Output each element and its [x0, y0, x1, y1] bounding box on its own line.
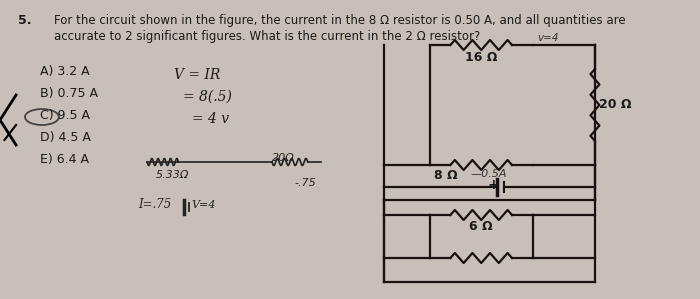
- Text: V = IR: V = IR: [174, 68, 220, 82]
- Text: = 8(.5): = 8(.5): [183, 90, 232, 104]
- Text: 6 Ω: 6 Ω: [469, 220, 493, 233]
- Text: 5.: 5.: [18, 14, 32, 27]
- Text: E) 6.4 A: E) 6.4 A: [40, 153, 89, 166]
- Text: I=.75: I=.75: [139, 198, 172, 211]
- Text: B) 0.75 A: B) 0.75 A: [40, 87, 98, 100]
- Text: = 4 v: = 4 v: [192, 112, 229, 126]
- Text: V=4: V=4: [192, 200, 216, 210]
- Text: A) 3.2 A: A) 3.2 A: [40, 65, 90, 78]
- Text: accurate to 2 significant figures. What is the current in the 2 Ω resistor?: accurate to 2 significant figures. What …: [53, 30, 480, 43]
- Text: 20 Ω: 20 Ω: [599, 98, 632, 112]
- Text: 16 Ω: 16 Ω: [465, 51, 497, 64]
- Text: 5.33Ω: 5.33Ω: [156, 170, 190, 180]
- Text: D) 4.5 A: D) 4.5 A: [40, 131, 91, 144]
- Text: -.75: -.75: [294, 178, 316, 188]
- Text: 8 Ω: 8 Ω: [435, 169, 458, 182]
- Text: —0.5A: —0.5A: [470, 169, 507, 179]
- Text: C) 9.5 A: C) 9.5 A: [40, 109, 90, 122]
- Text: +: +: [487, 178, 498, 192]
- Text: v=4: v=4: [537, 33, 559, 43]
- Text: 20Ω: 20Ω: [272, 153, 295, 163]
- Text: For the circuit shown in the figure, the current in the 8 Ω resistor is 0.50 A, : For the circuit shown in the figure, the…: [53, 14, 625, 27]
